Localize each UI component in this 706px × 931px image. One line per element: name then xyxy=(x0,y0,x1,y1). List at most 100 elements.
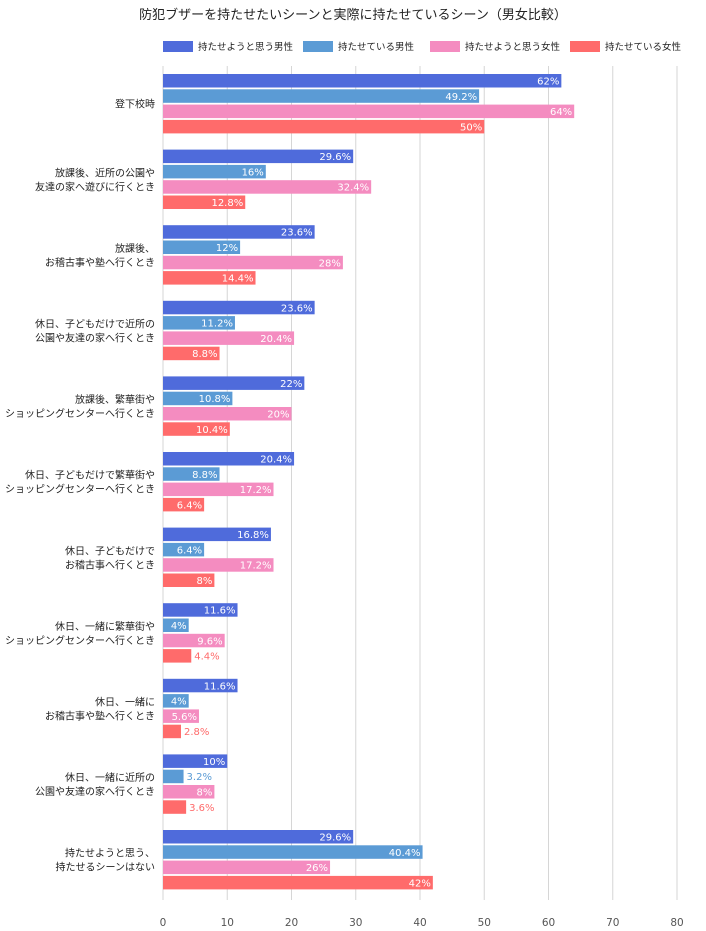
data-label: 23.6% xyxy=(281,303,313,314)
x-axis-ticks: 0 10 20 30 40 50 60 70 80 xyxy=(160,917,684,929)
bar xyxy=(163,694,189,708)
data-label: 12% xyxy=(216,243,238,254)
data-label: 10% xyxy=(203,757,225,768)
category-label: 休日、一緒に繁華街や xyxy=(55,620,155,633)
data-label: 2.8% xyxy=(184,727,209,738)
data-label: 11.2% xyxy=(201,319,233,330)
data-label: 11.6% xyxy=(204,681,236,692)
category-label: 公園や友達の家へ行くとき xyxy=(35,332,155,345)
category-label: お稽古事や塾へ行くとき xyxy=(45,256,155,269)
bars xyxy=(163,74,575,890)
data-label: 20% xyxy=(267,410,289,421)
bar xyxy=(163,316,235,330)
bar xyxy=(163,875,433,890)
x-tick-label: 80 xyxy=(670,917,683,929)
category-label: 休日、一緒に近所の xyxy=(65,771,155,784)
data-label: 20.4% xyxy=(260,334,292,345)
legend-label: 持たせようと思う男性 xyxy=(198,41,294,53)
legend-label: 持たせている男性 xyxy=(338,41,415,53)
bar-labels: 62% 29.6% 23.6% 23.6% 22% 20.4% 16.8% 11.6% 11.6… xyxy=(171,77,572,890)
data-label: 14.4% xyxy=(222,274,254,285)
x-tick-label: 50 xyxy=(478,917,491,929)
legend-label: 持たせている女性 xyxy=(605,41,682,53)
data-label: 49.2% xyxy=(445,92,477,103)
data-label: 6.4% xyxy=(177,545,202,556)
data-label: 4% xyxy=(171,697,187,708)
category-label: 持たせるシーンはない xyxy=(56,861,156,874)
bar xyxy=(163,407,292,421)
data-label: 29.6% xyxy=(319,833,351,844)
category-labels: 登下校時放課後、近所の公園や友達の家へ遊びに行くとき放課後、お稽古事や塾へ行くと… xyxy=(5,98,155,874)
x-tick-label: 10 xyxy=(221,917,234,929)
data-label: 23.6% xyxy=(281,228,313,239)
category-label: 休日、一緒に xyxy=(95,696,155,709)
data-label: 8% xyxy=(197,576,213,587)
bar xyxy=(163,180,372,194)
x-tick-label: 60 xyxy=(542,917,555,929)
bar xyxy=(163,255,343,270)
data-label: 17.2% xyxy=(240,485,272,496)
category-label: 休日、子どもだけで近所の xyxy=(35,318,155,331)
data-label: 10.8% xyxy=(199,394,231,405)
data-label: 50% xyxy=(460,122,482,133)
data-label: 3.2% xyxy=(187,772,212,783)
x-tick-label: 20 xyxy=(285,917,298,929)
bar xyxy=(163,497,205,512)
legend-swatch xyxy=(163,41,193,52)
data-label: 4% xyxy=(171,621,187,632)
bar xyxy=(163,164,266,179)
data-label: 40.4% xyxy=(389,848,421,859)
data-label: 32.4% xyxy=(337,183,369,194)
data-label: 28% xyxy=(319,258,341,269)
bar xyxy=(163,830,354,844)
bar xyxy=(163,633,225,648)
bar xyxy=(163,376,305,390)
bar xyxy=(163,452,295,466)
data-label: 6.4% xyxy=(177,500,202,511)
category-label: 放課後、 xyxy=(115,242,155,255)
data-label: 62% xyxy=(537,77,559,88)
data-label: 29.6% xyxy=(319,152,351,163)
bar xyxy=(163,769,184,784)
legend-swatch xyxy=(303,41,333,52)
data-label: 12.8% xyxy=(211,198,243,209)
legend-swatch xyxy=(430,41,460,52)
bar xyxy=(163,271,256,285)
category-label: ショッピングセンターへ行くとき xyxy=(5,634,155,647)
x-tick-label: 70 xyxy=(606,917,619,929)
category-label: 公園や友達の家へ行くとき xyxy=(35,785,155,798)
category-label: 休日、子どもだけで繁華街や xyxy=(25,469,155,482)
data-label: 42% xyxy=(409,878,431,889)
x-tick-label: 30 xyxy=(349,917,362,929)
bar xyxy=(163,754,228,768)
x-tick-label: 0 xyxy=(160,917,167,929)
bar xyxy=(163,649,192,663)
data-label: 4.4% xyxy=(194,652,219,663)
bar xyxy=(163,603,238,617)
data-label: 8% xyxy=(197,788,213,799)
bar xyxy=(163,195,246,209)
category-label: お稽古事へ行くとき xyxy=(65,558,155,571)
data-label: 17.2% xyxy=(240,561,272,572)
legend-swatch xyxy=(570,41,600,52)
data-label: 8.8% xyxy=(192,349,217,360)
bar xyxy=(163,678,238,693)
bar xyxy=(163,422,230,436)
data-label: 10.4% xyxy=(196,425,228,436)
bar xyxy=(163,149,354,164)
data-label: 16% xyxy=(242,167,264,178)
data-label: 20.4% xyxy=(260,455,292,466)
data-label: 16.8% xyxy=(237,530,269,541)
bar xyxy=(163,527,271,542)
bar xyxy=(163,860,331,875)
bar xyxy=(163,391,233,406)
data-label: 9.6% xyxy=(197,636,222,647)
x-tick-label: 40 xyxy=(413,917,426,929)
bar xyxy=(163,240,241,254)
category-label: 休日、子どもだけで xyxy=(65,545,155,557)
data-label: 8.8% xyxy=(192,470,217,481)
chart-title: 防犯ブザーを持たせたいシーンと実際に持たせているシーン（男女比較） xyxy=(139,7,567,23)
bar xyxy=(163,573,215,587)
category-label: 登下校時 xyxy=(115,98,155,111)
